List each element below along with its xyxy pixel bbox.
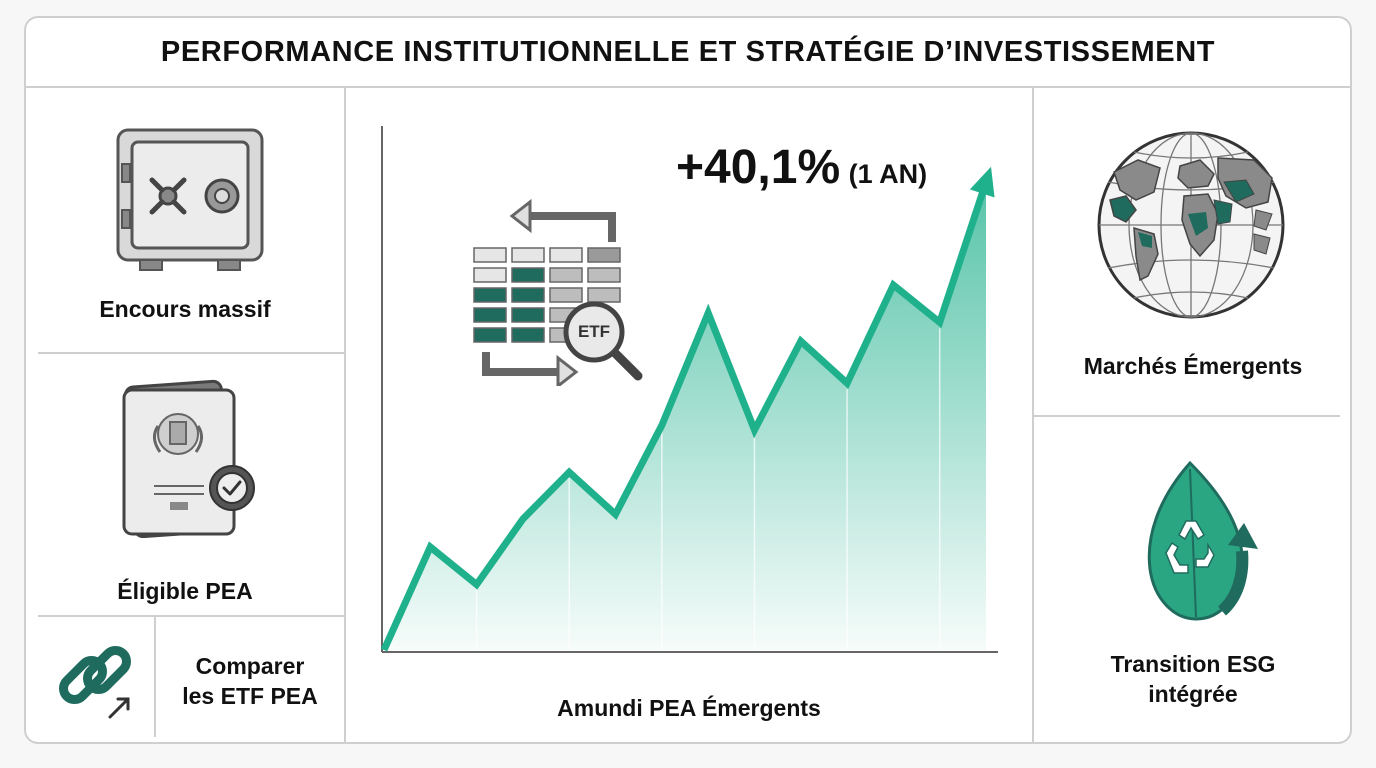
fund-label: Amundi PEA Émergents [557, 695, 821, 721]
chart-cell: ETF +40,1% (1 AN) Amundi PEA Émergents [346, 90, 1032, 742]
divider [38, 615, 344, 617]
esg-cell: Transition ESG intégrée [1034, 417, 1350, 737]
performance-value: +40,1% [676, 141, 841, 194]
esg-label-line2: intégrée [1148, 681, 1238, 707]
compare-label-line1: Comparer [195, 653, 305, 679]
performance-chart [380, 126, 998, 653]
series-area [384, 182, 986, 650]
trend-arrow-head [969, 166, 995, 198]
chain-link-icon[interactable] [54, 639, 138, 723]
recycle-leaf-icon [1138, 459, 1258, 623]
divider [344, 88, 346, 742]
encours-label: Encours massif [99, 296, 271, 322]
performance-annotation: +40,1% (1 AN) [676, 140, 1006, 195]
pea-cell: Éligible PEA [26, 354, 344, 615]
divider [154, 617, 156, 737]
infographic-frame: PERFORMANCE INSTITUTIONNELLE ET STRATÉGI… [24, 16, 1352, 744]
esg-label-line1: Transition ESG [1110, 651, 1276, 677]
pea-label: Éligible PEA [117, 578, 253, 604]
header: PERFORMANCE INSTITUTIONNELLE ET STRATÉGI… [26, 18, 1350, 88]
series-line [380, 180, 990, 652]
esg-label: Transition ESG intégrée [1034, 649, 1350, 709]
passport-icon [120, 378, 260, 538]
globe-icon [1096, 130, 1286, 320]
emerging-cell: Marchés Émergents [1034, 90, 1350, 415]
divider [1034, 415, 1340, 417]
compare-label-line2: les ETF PEA [182, 683, 318, 709]
etf-badge: ETF [577, 322, 611, 341]
encours-cell: Encours massif [26, 90, 344, 352]
page-title: PERFORMANCE INSTITUTIONNELLE ET STRATÉGI… [160, 35, 1216, 68]
compare-link-cell[interactable]: Comparer les ETF PEA [26, 617, 344, 737]
compare-label[interactable]: Comparer les ETF PEA [156, 651, 344, 711]
divider [38, 352, 344, 354]
safe-icon [114, 126, 266, 278]
performance-period: (1 AN) [848, 159, 928, 189]
divider [1032, 88, 1034, 742]
etf-table-icon: ETF [446, 196, 656, 386]
emerging-label: Marchés Émergents [1083, 353, 1303, 379]
